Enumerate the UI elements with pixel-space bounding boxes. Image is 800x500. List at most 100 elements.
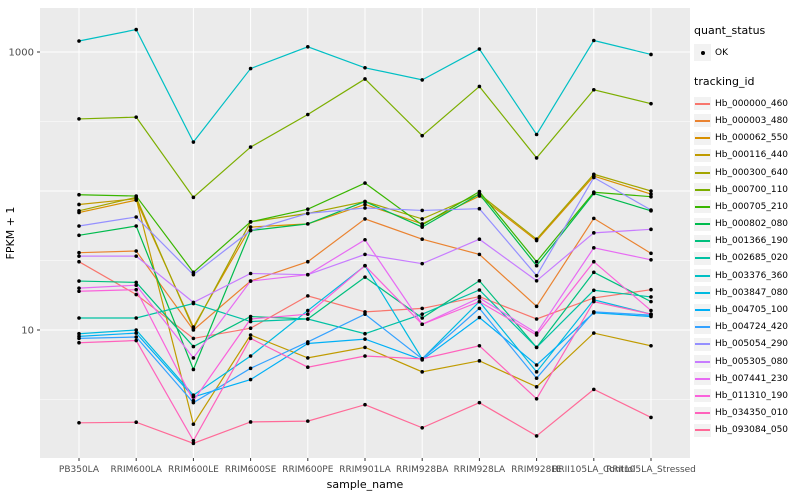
legend-key (694, 389, 711, 403)
data-point (420, 225, 425, 229)
legend: quant_status OK tracking_id Hb_000000_46… (694, 24, 798, 439)
legend-swatch-line-icon (695, 326, 710, 329)
data-point (191, 272, 196, 277)
legend-key (694, 148, 711, 162)
data-point (77, 340, 81, 345)
data-point (363, 263, 367, 268)
legend-key (694, 320, 711, 334)
data-point (534, 434, 539, 438)
data-point (649, 257, 653, 262)
data-point (306, 365, 310, 369)
data-point (77, 224, 81, 228)
legend-key (694, 97, 711, 111)
data-point (534, 396, 539, 401)
legend-swatch-line-icon (695, 188, 710, 191)
data-point (649, 189, 653, 193)
legend-item: Hb_000062_550 (694, 130, 798, 147)
data-point (77, 192, 81, 197)
legend-item: Hb_004705_100 (694, 301, 798, 318)
data-point (191, 327, 196, 331)
legend-key (694, 114, 711, 128)
data-point (649, 308, 653, 313)
y-tick-label: 10 (21, 326, 34, 337)
legend-item: Hb_001366_190 (694, 233, 798, 250)
legend-label: Hb_001366_190 (715, 236, 789, 247)
legend-label: Hb_005054_290 (715, 339, 789, 350)
legend-key-ok (694, 44, 711, 62)
legend-item: Hb_000705_210 (694, 198, 798, 215)
data-point (134, 287, 138, 292)
data-point (534, 370, 539, 374)
legend-swatch-line-icon (695, 223, 710, 226)
data-point (649, 415, 653, 420)
data-point (306, 44, 310, 49)
data-point (420, 357, 425, 361)
legend-swatch-line-icon (695, 377, 710, 380)
data-point (477, 252, 482, 257)
data-point (592, 310, 596, 314)
legend-key (694, 200, 711, 214)
data-point (477, 84, 482, 89)
legend-tracking-items: Hb_000000_460 Hb_000003_480 Hb_000062_550 H… (694, 95, 798, 439)
legend-item: Hb_000802_080 (694, 216, 798, 233)
data-point (77, 250, 81, 255)
data-point (77, 289, 81, 294)
data-point (306, 340, 310, 344)
data-point (248, 333, 253, 337)
data-point (134, 27, 138, 32)
data-point (248, 225, 253, 229)
data-point (363, 77, 367, 81)
data-point (306, 211, 310, 216)
data-point (420, 133, 425, 138)
legend-label: Hb_000003_480 (715, 115, 789, 126)
data-point (592, 246, 596, 250)
legend-swatch-line-icon (695, 309, 710, 312)
data-point (77, 209, 81, 213)
data-point (649, 295, 653, 299)
legend-item-ok: OK (694, 44, 798, 62)
legend-key (694, 355, 711, 369)
data-point (592, 87, 596, 92)
data-point (592, 38, 596, 43)
legend-label: Hb_003847_080 (715, 287, 789, 298)
data-point (306, 419, 310, 423)
data-point (477, 306, 482, 311)
legend-key (694, 217, 711, 231)
data-point (191, 336, 196, 341)
data-point (420, 370, 425, 374)
data-point (534, 345, 539, 350)
data-point (534, 363, 539, 367)
data-point (649, 52, 653, 57)
data-point (420, 425, 425, 430)
data-point (363, 252, 367, 257)
data-point (77, 39, 81, 43)
data-point (191, 344, 196, 349)
legend-swatch-line-icon (695, 360, 710, 363)
legend-key (694, 303, 711, 317)
legend-item: Hb_000300_640 (694, 164, 798, 181)
x-tick-label: RRIM901LA (339, 465, 391, 475)
data-point (134, 283, 138, 288)
data-point (477, 315, 482, 320)
legend-swatch-line-icon (695, 257, 710, 260)
x-tick-label: RRIM928LE (511, 465, 562, 475)
legend-key (694, 251, 711, 265)
data-point (248, 314, 253, 319)
legend-label-ok: OK (715, 47, 728, 58)
legend-label: Hb_000300_640 (715, 167, 789, 178)
data-point (649, 192, 653, 196)
legend-item: Hb_004724_420 (694, 319, 798, 336)
data-point (592, 231, 596, 235)
legend-swatch-line-icon (695, 102, 710, 105)
data-point (248, 66, 253, 71)
data-point (191, 422, 196, 427)
data-point (363, 202, 367, 207)
legend-item: Hb_000116_440 (694, 147, 798, 164)
data-point (363, 237, 367, 242)
x-axis-title: sample_name (327, 478, 404, 491)
data-point (363, 181, 367, 185)
data-point (77, 233, 81, 238)
data-point (420, 78, 425, 82)
data-point (592, 175, 596, 180)
data-point (77, 316, 81, 320)
